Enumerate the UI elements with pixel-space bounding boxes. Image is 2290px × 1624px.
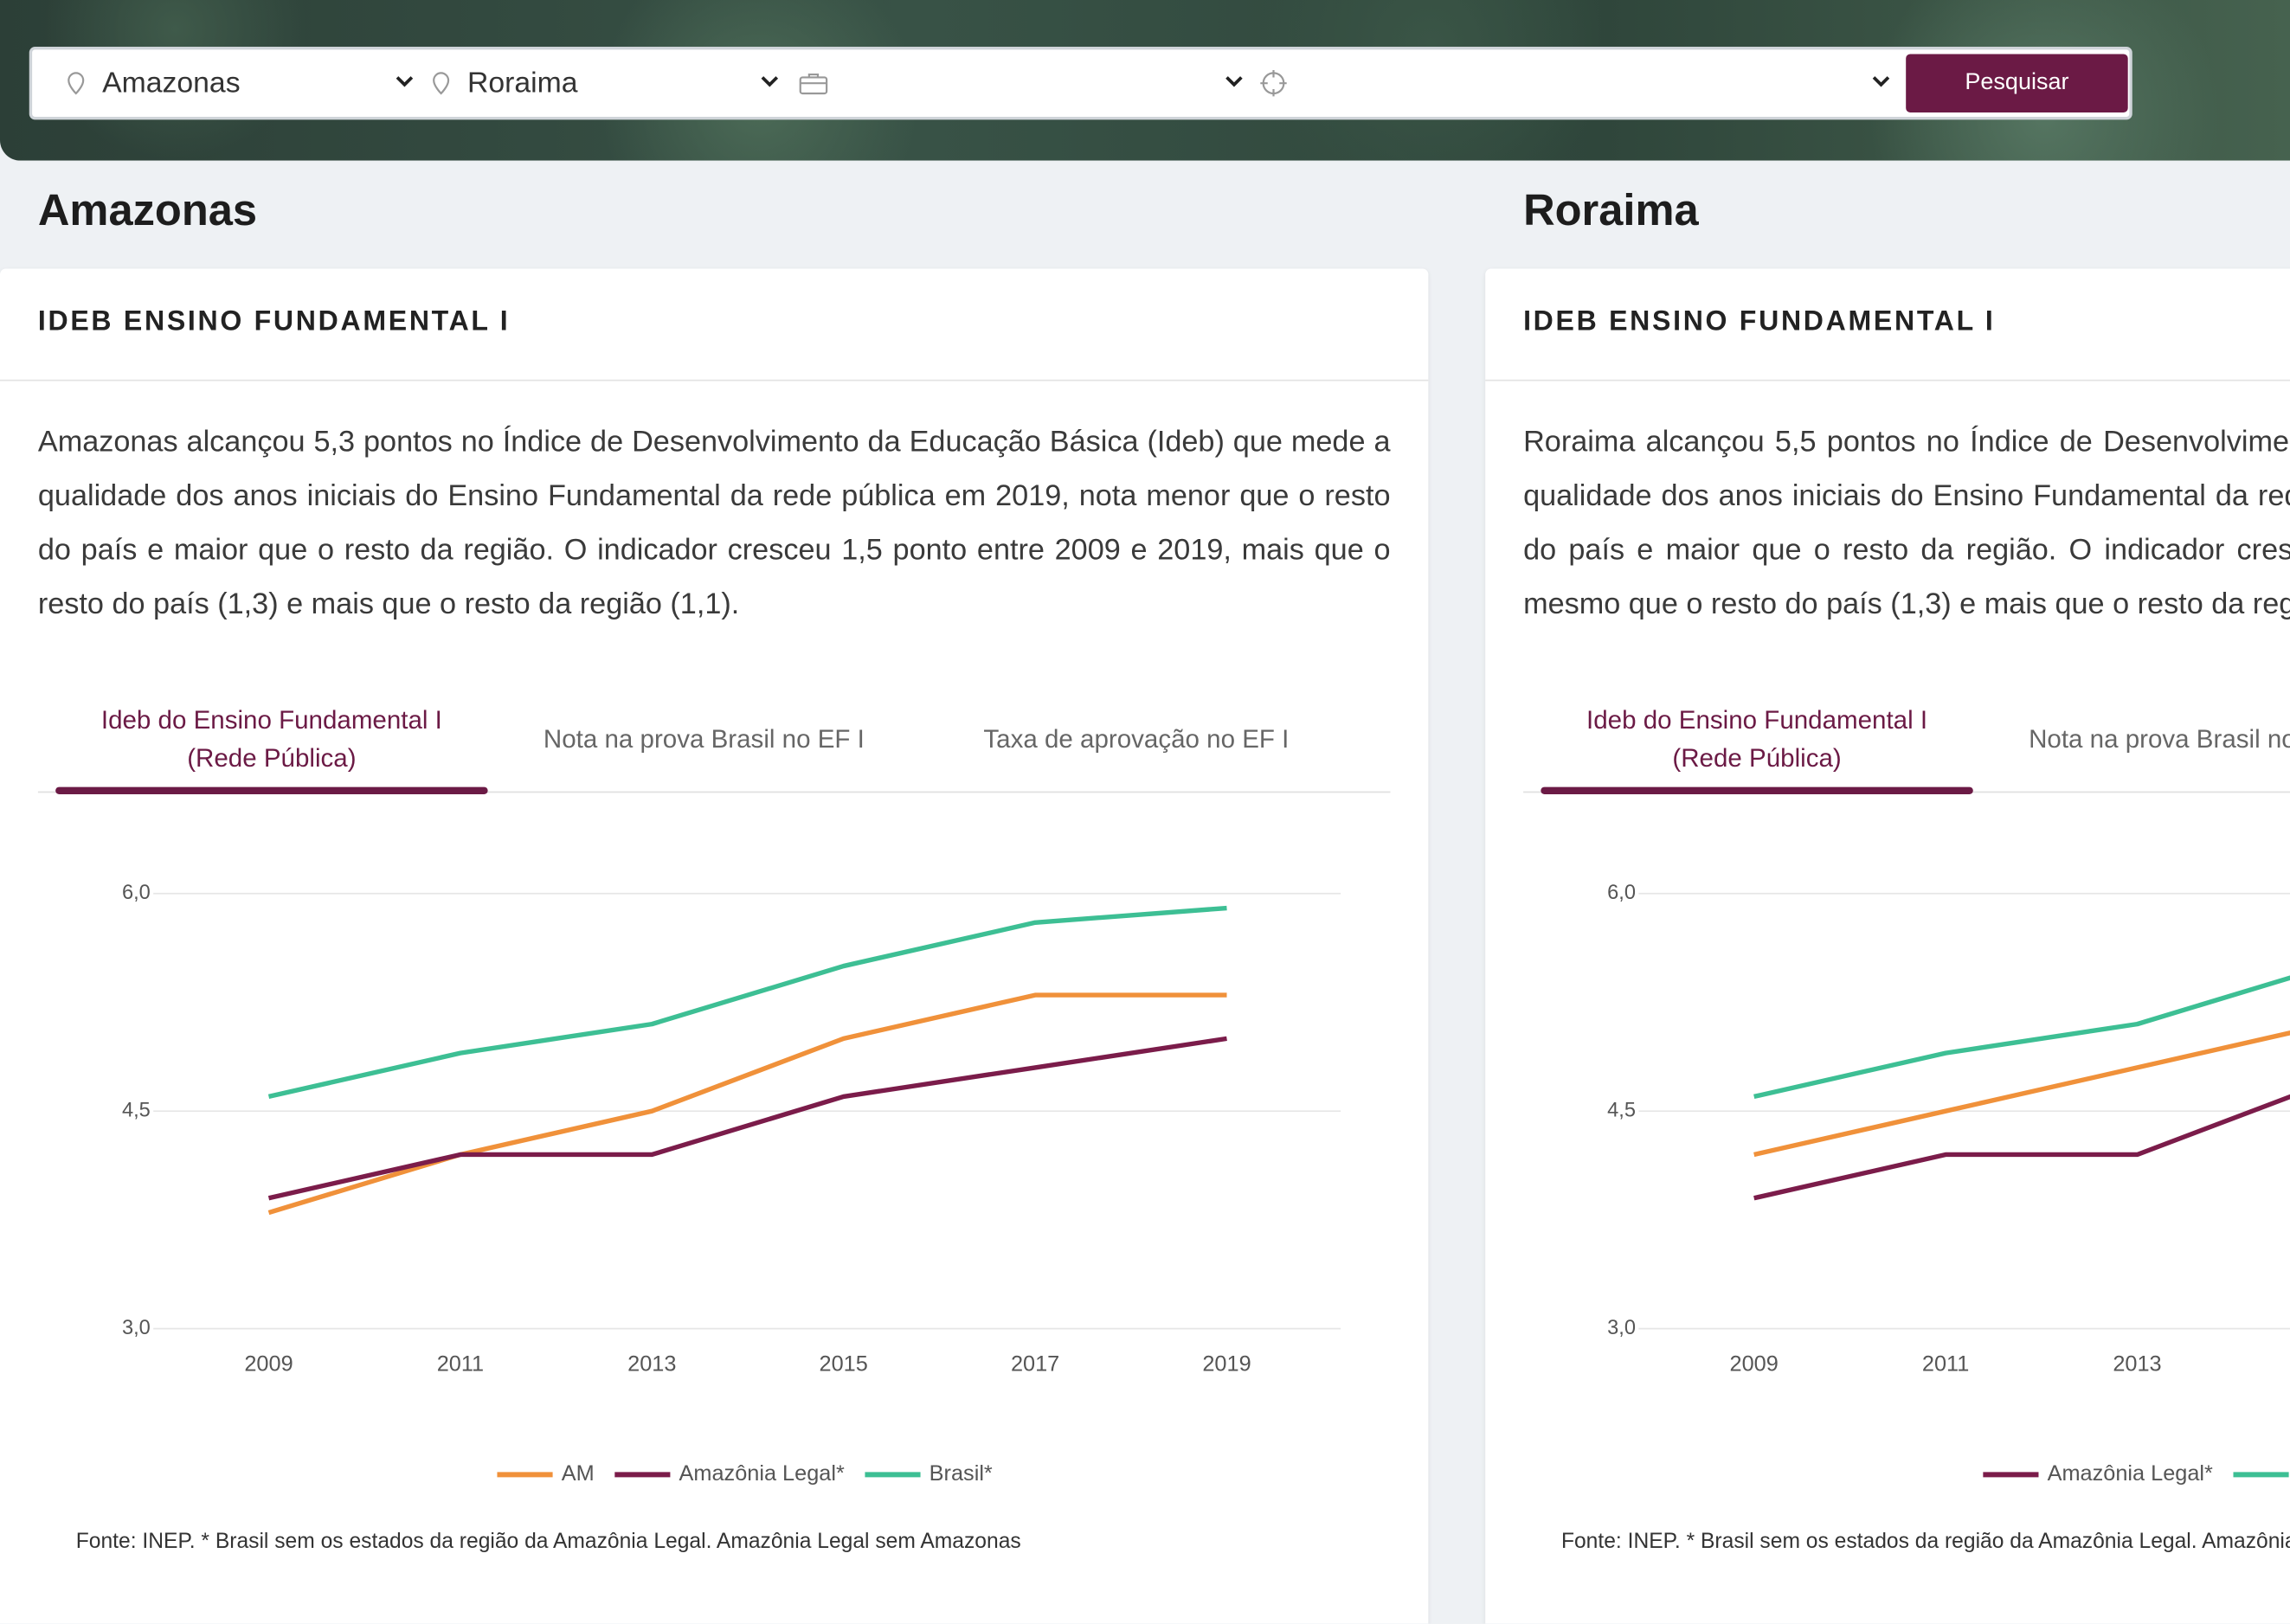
tab[interactable]: Nota na prova Brasil no EF I	[543, 724, 865, 754]
legend-label: Amazônia Legal*	[2048, 1461, 2213, 1486]
card-title: IDEB ENSINO FUNDAMENTAL I	[37, 306, 511, 337]
series-line	[1753, 1094, 2290, 1201]
legend: Amazônia Legal*Brasil*RR	[1983, 1461, 2289, 1486]
state-1: Amazonas	[102, 66, 241, 99]
y-tick-label: 4,5	[1607, 1099, 1636, 1121]
indicator-select[interactable]	[1259, 49, 1873, 117]
pin-icon	[433, 72, 450, 95]
card: IDEB ENSINO FUNDAMENTAL I Roraima alcanço…	[1485, 268, 2290, 1624]
y-tick-label: 6,0	[122, 882, 151, 904]
y-tick-label: 6,0	[1607, 882, 1636, 904]
card-title: IDEB ENSINO FUNDAMENTAL I	[1523, 306, 1996, 337]
tab[interactable]: Taxa de aprovação no EF I	[983, 724, 1290, 754]
y-tick-label: 4,5	[122, 1099, 151, 1121]
description: Amazonas alcançou 5,3 pontos no Índice d…	[37, 426, 1391, 621]
x-tick-label: 2019	[1202, 1352, 1251, 1377]
panel-title: Amazonas	[37, 187, 258, 235]
tab[interactable]: Ideb do Ensino Fundamental I (Rede Públi…	[1586, 705, 1928, 773]
description: Roraima alcançou 5,5 pontos no Índice de…	[1523, 426, 2290, 621]
series-line	[1753, 1030, 2290, 1158]
y-tick-label: 3,0	[1607, 1317, 1636, 1339]
state-2: Roraima	[467, 66, 578, 99]
x-tick-label: 2015	[820, 1352, 868, 1377]
source-note: Fonte: INEP. * Brasil sem os estados da …	[75, 1530, 1021, 1554]
divider	[0, 379, 1429, 382]
state-select-1[interactable]: Amazonas	[64, 49, 241, 117]
series-line	[267, 905, 1227, 1100]
legend-label: Brasil*	[930, 1461, 993, 1486]
tab-indicator	[55, 786, 488, 794]
chart: 3,0 4,5 6,0 2009 2011 2013 2015 2017 2019 AM Amazô…	[122, 882, 1341, 1486]
card: IDEB ENSINO FUNDAMENTAL I Amazonas alcanç…	[0, 268, 1429, 1624]
x-tick-label: 2009	[244, 1352, 293, 1377]
x-tick-label: 2013	[2113, 1352, 2161, 1377]
y-tick-label: 3,0	[122, 1317, 151, 1339]
chevron	[396, 76, 414, 87]
chevron	[761, 76, 779, 87]
x-tick-label: 2017	[1011, 1352, 1059, 1377]
series-line	[267, 1036, 1227, 1201]
state-select-2[interactable]: Roraima	[429, 49, 578, 117]
x-tick-label: 2011	[437, 1352, 484, 1377]
divider	[1485, 379, 2290, 382]
target-icon	[1260, 70, 1287, 97]
legend: AM Amazônia Legal* Brasil*	[497, 1461, 993, 1486]
chart: 3,04,56,0200920112013201520172019Amazôni…	[1607, 882, 2290, 1486]
tab-divider	[37, 791, 1391, 793]
tab-indicator	[1541, 786, 1973, 794]
search-button[interactable]: Pesquisar	[1906, 54, 2128, 112]
pin-icon	[68, 72, 85, 95]
series-line	[1753, 975, 2290, 1100]
x-tick-label: 2009	[1730, 1352, 1779, 1377]
x-tick-label: 2011	[1922, 1352, 1969, 1377]
chevron	[1225, 76, 1243, 87]
legend-label: AM	[562, 1461, 595, 1486]
chevron	[1872, 76, 1890, 87]
legend-label: Amazônia Legal*	[679, 1461, 845, 1486]
x-tick-label: 2013	[627, 1352, 676, 1377]
source-note: Fonte: INEP. * Brasil sem os estados da …	[1560, 1530, 2290, 1554]
search-bar: Amazonas Roraima Pesquisar	[29, 47, 2132, 120]
tab[interactable]: Ideb do Ensino Fundamental I (Rede Públi…	[100, 705, 442, 773]
panel-title: Roraima	[1523, 187, 1699, 235]
series-line	[267, 992, 1227, 1216]
briefcase-icon	[799, 73, 828, 95]
topic-select[interactable]	[797, 49, 1235, 117]
tab[interactable]: Nota na prova Brasil no EF I	[2029, 724, 2290, 754]
